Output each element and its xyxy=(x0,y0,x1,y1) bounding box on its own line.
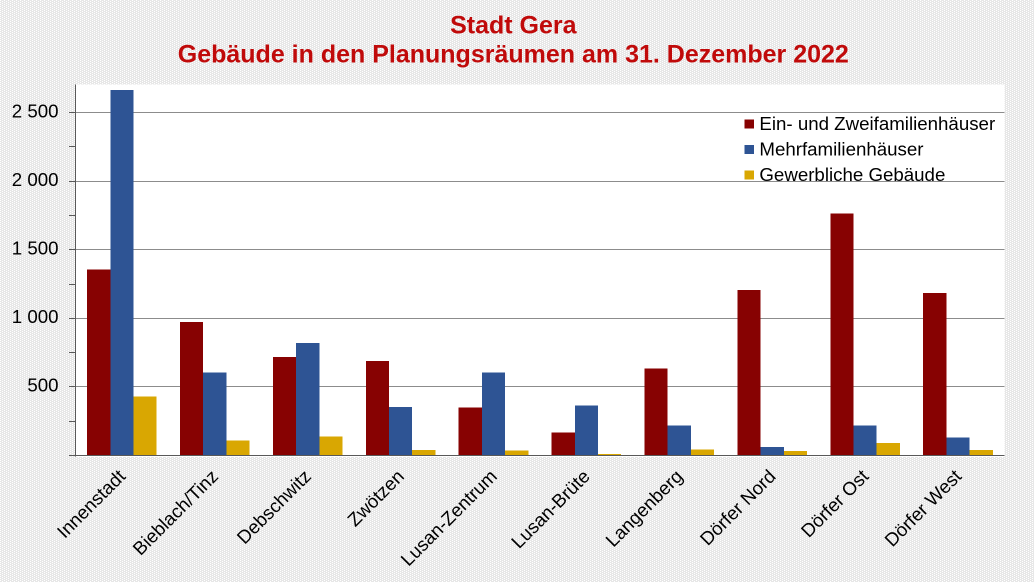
svg-text:1 000: 1 000 xyxy=(12,306,59,327)
svg-text:Gewerbliche Gebäude: Gewerbliche Gebäude xyxy=(759,164,945,185)
svg-text:500: 500 xyxy=(27,375,58,396)
svg-text:Mehrfamilienhäuser: Mehrfamilienhäuser xyxy=(759,139,923,160)
svg-text:1 500: 1 500 xyxy=(12,238,59,259)
svg-text:Stadt Gera: Stadt Gera xyxy=(450,12,578,40)
svg-text:2 500: 2 500 xyxy=(12,100,59,121)
svg-text:2 000: 2 000 xyxy=(12,169,59,190)
svg-text:Gebäude in den Planungsräumen: Gebäude in den Planungsräumen am 31. Dez… xyxy=(178,41,849,69)
svg-text:Ein- und Zweifamilienhäuser: Ein- und Zweifamilienhäuser xyxy=(759,113,995,134)
